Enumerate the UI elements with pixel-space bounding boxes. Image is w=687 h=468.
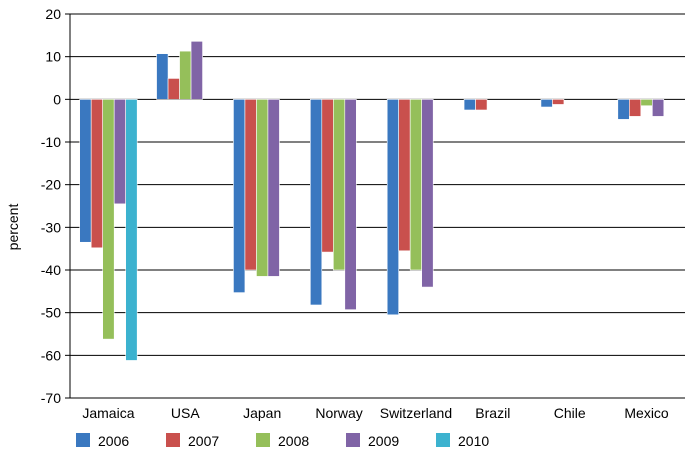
bar-usa-2006 xyxy=(156,53,169,100)
bar-norway-2007 xyxy=(321,99,334,253)
y-tick-label: 20 xyxy=(45,6,61,22)
y-tick-label: 10 xyxy=(45,49,61,65)
y-tick-label: -10 xyxy=(41,134,61,150)
bar-usa-2009 xyxy=(190,41,203,100)
x-tick-label: Switzerland xyxy=(380,405,452,421)
legend: 2006 2007 2008 2009 2010 xyxy=(76,433,489,449)
legend-label-2006: 2006 xyxy=(98,433,129,449)
bar-brazil-2007 xyxy=(475,99,488,111)
y-tick-label: -30 xyxy=(41,219,61,235)
legend-swatch-2006 xyxy=(76,433,90,447)
legend-label-2010: 2010 xyxy=(458,433,489,449)
x-tick-label: Mexico xyxy=(624,405,669,421)
bar-switzerland-2006 xyxy=(386,99,399,316)
legend-label-2008: 2008 xyxy=(278,433,309,449)
bar-chile-2007 xyxy=(552,99,565,105)
x-tick-label: Chile xyxy=(554,405,586,421)
legend-label-2009: 2009 xyxy=(368,433,399,449)
bar-japan-2008 xyxy=(256,99,269,277)
bar-japan-2006 xyxy=(233,99,246,293)
bar-usa-2007 xyxy=(167,78,180,100)
bar-switzerland-2008 xyxy=(409,99,422,271)
y-axis-label: percent xyxy=(5,204,21,251)
x-tick-label: USA xyxy=(171,405,200,421)
bar-japan-2009 xyxy=(267,99,280,277)
bar-norway-2008 xyxy=(333,99,346,271)
x-tick-label: Japan xyxy=(243,405,281,421)
y-tick-label: 0 xyxy=(53,91,61,107)
bar-switzerland-2009 xyxy=(421,99,434,288)
y-tick-label: -70 xyxy=(41,390,61,406)
bar-mexico-2006 xyxy=(617,99,630,120)
bar-mexico-2007 xyxy=(629,99,642,117)
legend-swatch-2010 xyxy=(436,433,450,447)
y-tick-label: -20 xyxy=(41,177,61,193)
bar-norway-2006 xyxy=(310,99,323,306)
bar-usa-2008 xyxy=(179,50,192,100)
legend-swatch-2007 xyxy=(166,433,180,447)
bar-chile-2006 xyxy=(540,99,553,108)
bar-norway-2009 xyxy=(344,99,357,310)
bar-jamaica-2008 xyxy=(102,99,115,340)
bar-brazil-2006 xyxy=(463,99,476,111)
x-tick-label: Norway xyxy=(315,405,362,421)
legend-swatch-2009 xyxy=(346,433,360,447)
y-tick-label: -60 xyxy=(41,347,61,363)
bar-japan-2007 xyxy=(244,99,257,271)
bars xyxy=(79,41,665,361)
y-tick-label: -50 xyxy=(41,305,61,321)
x-tick-label: Jamaica xyxy=(82,405,134,421)
legend-swatch-2008 xyxy=(256,433,270,447)
bar-jamaica-2009 xyxy=(113,99,126,205)
legend-label-2007: 2007 xyxy=(188,433,219,449)
bar-switzerland-2007 xyxy=(398,99,411,252)
bar-mexico-2009 xyxy=(652,99,665,117)
axes: 20 10 0 -10 -20 -30 -40 -50 -60 -70 Jamaica USA Japa… xyxy=(41,6,669,421)
y-tick-label: -40 xyxy=(41,262,61,278)
bar-jamaica-2007 xyxy=(90,99,103,249)
bar-jamaica-2010 xyxy=(125,99,138,361)
bar-jamaica-2006 xyxy=(79,99,92,243)
bar-mexico-2008 xyxy=(640,99,653,107)
x-tick-label: Brazil xyxy=(475,405,510,421)
